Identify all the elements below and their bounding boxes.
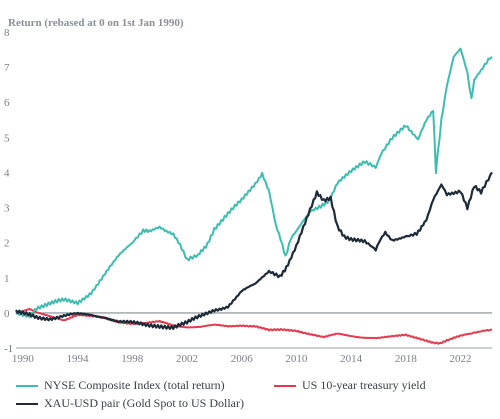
- x-tick-label: 1990: [12, 353, 35, 365]
- series-line-nyse: [15, 47, 493, 319]
- y-tick-label: -1: [4, 343, 13, 355]
- legend-swatch-nyse: [16, 384, 38, 387]
- y-axis-ticks: -1 0 1 2 3 4 5 6 7 8: [4, 27, 13, 355]
- x-tick-label: 1998: [121, 353, 144, 365]
- legend-label-nyse: NYSE Composite Index (total return): [44, 378, 225, 392]
- x-tick-label: 2018: [395, 353, 418, 365]
- series-lines: [15, 47, 493, 345]
- y-axis-title: Return (rebased at 0 on 1st Jan 1990): [8, 17, 184, 29]
- legend-item-nyse: NYSE Composite Index (total return): [16, 378, 225, 393]
- x-tick-label: 2006: [231, 353, 254, 365]
- legend-swatch-treasury: [274, 384, 296, 387]
- y-tick-label: 6: [4, 97, 10, 109]
- x-tick-label: 2022: [450, 353, 472, 365]
- legend-swatch-gold: [16, 402, 38, 405]
- legend-item-gold: XAU-USD pair (Gold Spot to US Dollar): [16, 396, 244, 411]
- y-tick-label: 1: [4, 273, 10, 285]
- series-line-gold: [15, 171, 493, 330]
- x-tick-label: 2014: [340, 353, 363, 365]
- legend-label-gold: XAU-USD pair (Gold Spot to US Dollar): [44, 396, 244, 410]
- y-tick-label: 8: [4, 27, 10, 39]
- y-tick-label: 5: [4, 132, 10, 144]
- x-tick-label: 2002: [176, 353, 198, 365]
- y-tick-label: 3: [4, 203, 10, 215]
- y-tick-label: 2: [4, 238, 10, 250]
- x-tick-label: 2010: [285, 353, 308, 365]
- x-tick-label: 1994: [67, 353, 90, 365]
- y-tick-label: 0: [4, 308, 10, 320]
- y-tick-label: 4: [4, 167, 10, 179]
- legend-label-treasury: US 10-year treasury yield: [302, 378, 426, 392]
- legend-item-treasury: US 10-year treasury yield: [274, 378, 426, 393]
- y-tick-label: 7: [4, 62, 10, 74]
- x-axis-ticks: 1990 1994 1998 2002 2006 2010 2014 2018 2022: [12, 353, 472, 365]
